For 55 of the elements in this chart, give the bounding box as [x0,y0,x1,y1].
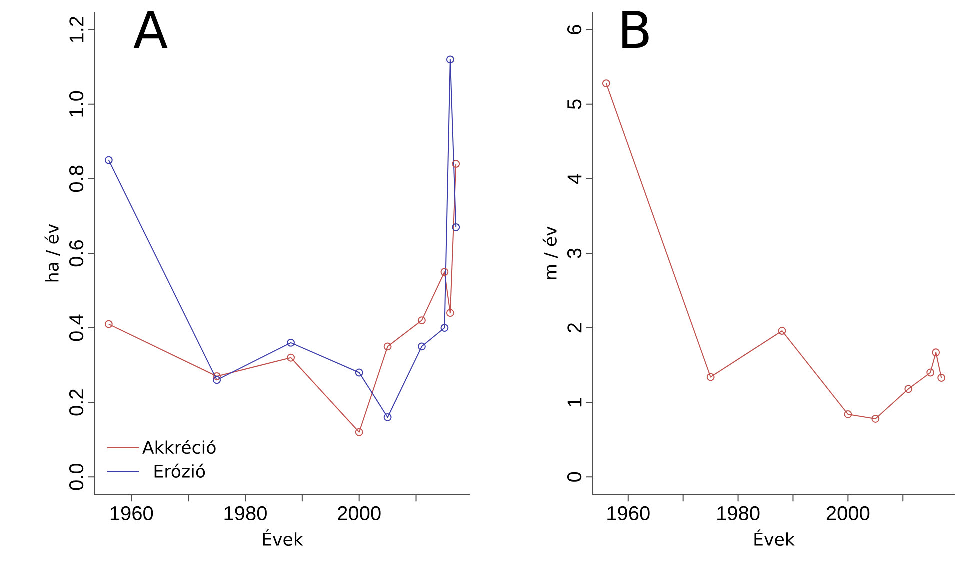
x-tick-label: 1980 [224,506,267,521]
x-axis-title: Évek [754,530,795,546]
point [446,56,454,64]
y-tick-label: 0.4 [69,314,84,342]
point [872,415,880,423]
point [418,342,426,351]
point [602,80,610,88]
x-tick-label: 1960 [608,506,650,521]
x-tick-label: 2000 [826,506,870,521]
point [418,316,426,325]
point [904,385,913,394]
legend-label: Erózió [154,464,206,478]
x-tick-label: 1980 [718,506,760,521]
point [104,156,113,164]
point [213,376,222,384]
point [452,223,460,232]
y-tick-label: 1 [568,398,582,407]
point [778,327,786,335]
y-tick-label: 0.8 [69,166,84,192]
point [938,374,946,382]
y-tick-label: 6 [567,25,582,34]
y-tick-label: 0.2 [69,390,84,416]
y-axis-title: ha / év [44,224,60,282]
x-tick-label: 1960 [110,506,154,521]
point [287,338,296,347]
point [440,268,449,276]
y-tick-label: 3 [567,248,582,258]
point [287,354,296,362]
y-tick-label: 4 [568,174,582,184]
y-tick-label: 1.2 [70,16,84,42]
point [440,324,449,332]
x-axis-title: Évek [263,530,304,546]
y-tick-label: 0.0 [69,464,84,490]
point [706,373,715,382]
point [932,348,940,357]
legend-label: Akkréció [142,440,216,454]
chart-title: A [134,11,168,48]
y-tick-label: 1.0 [69,91,84,117]
point [452,160,460,168]
chart-title: B [622,11,649,48]
point [384,414,392,422]
point [844,410,852,418]
point [446,309,454,318]
point [355,368,364,377]
point [355,428,364,436]
y-tick-label: 2 [568,323,582,333]
y-axis-title: m / év [542,226,558,280]
point [926,368,935,377]
point [104,320,113,328]
point [213,372,222,380]
point [384,342,392,351]
y-tick-label: 5 [568,100,582,110]
y-tick-label: 0 [567,472,582,482]
x-tick-label: 2000 [338,506,381,521]
y-tick-label: 0.6 [69,240,84,267]
